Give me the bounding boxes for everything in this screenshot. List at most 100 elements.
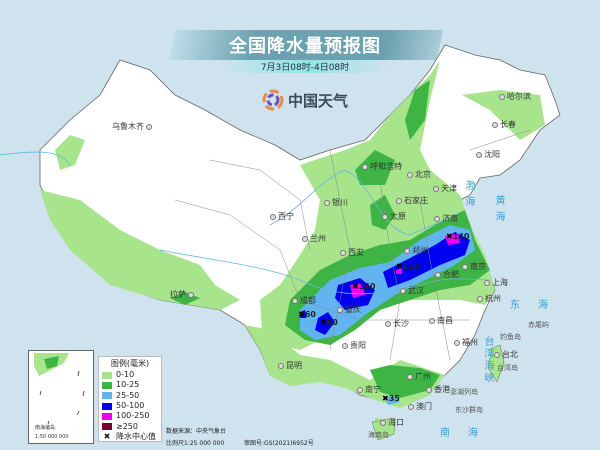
island-label: 澎湖列岛: [450, 388, 478, 396]
legend-row: ≥250: [102, 421, 158, 431]
city-label: 北京: [405, 170, 431, 180]
city-name: 台北: [502, 350, 518, 359]
city-dot-icon: [396, 197, 402, 204]
city-label: 西安: [338, 248, 364, 258]
rain-center-x-icon: ✖: [396, 262, 403, 271]
legend-label: 25-50: [116, 390, 140, 400]
legend-label: 10-25: [116, 380, 140, 390]
rain-center-marker: ✖35: [382, 394, 400, 404]
island-label: 台湾岛: [497, 364, 518, 372]
city-name: 海口: [388, 418, 404, 427]
legend-center-label: 降水中心值: [116, 431, 156, 441]
city-name: 乌鲁木齐: [112, 122, 144, 131]
island-label: 东沙群岛: [455, 406, 483, 414]
city-label: 南宁: [355, 385, 381, 395]
city-dot-icon: [278, 362, 284, 369]
city-dot-icon: [270, 213, 276, 220]
city-label: 澳门: [406, 402, 432, 412]
city-name: 兰州: [310, 234, 326, 243]
legend-row: 0-10: [102, 370, 158, 380]
rain-center-x-icon: ✖: [446, 232, 453, 241]
city-name: 武汉: [408, 286, 424, 295]
city-dot-icon: [382, 213, 388, 220]
city-name: 呼和浩特: [370, 162, 402, 171]
city-name: 济南: [442, 214, 458, 223]
city-dot-icon: [302, 235, 308, 242]
sea-label: 台湾海峡: [482, 336, 493, 384]
rain-center-marker: ✖60: [298, 310, 316, 320]
city-name: 太原: [390, 212, 406, 221]
rain-center-value: 140: [452, 232, 470, 241]
city-name: 香港: [434, 385, 450, 394]
city-label: 长春: [490, 120, 516, 130]
city-name: 南昌: [437, 316, 453, 325]
legend-swatch: [102, 371, 112, 379]
city-label: 太原: [380, 212, 406, 222]
city-dot-icon: [385, 320, 391, 327]
city-label: 乌鲁木齐: [112, 122, 154, 132]
city-dot-icon: [434, 215, 440, 222]
legend-row-center: ✖ 降水中心值: [102, 432, 158, 442]
city-label: 武汉: [398, 286, 424, 296]
city-dot-icon: [408, 403, 414, 410]
city-name: 郑州: [412, 246, 428, 255]
city-name: 长沙: [393, 319, 409, 328]
city-name: 昆明: [286, 361, 302, 370]
city-dot-icon: [400, 287, 406, 294]
city-dot-icon: [340, 249, 346, 256]
sea-label: 渤海: [463, 180, 474, 212]
legend-swatch: [102, 423, 112, 431]
island-label: 赤尾屿: [528, 321, 549, 329]
legend-label: 0-10: [116, 370, 135, 380]
city-label: 兰州: [300, 234, 326, 244]
island-label: 海南岛: [368, 431, 389, 439]
city-label: 成都: [290, 296, 316, 306]
legend-label: 100-250: [116, 411, 150, 421]
city-dot-icon: [429, 317, 435, 324]
city-name: 合肥: [443, 270, 459, 279]
legend-label: 50-100: [116, 401, 145, 411]
city-name: 上海: [492, 278, 508, 287]
city-label: 重庆: [335, 305, 361, 315]
city-dot-icon: [342, 342, 348, 349]
city-label: 南昌: [427, 316, 453, 326]
city-dot-icon: [433, 185, 439, 192]
island-label: 钓鱼岛: [500, 333, 521, 341]
legend-swatch: [102, 412, 112, 420]
inset-label: 南海诸岛: [35, 425, 56, 431]
rain-center-value: 110: [402, 262, 420, 271]
city-dot-icon: [407, 171, 413, 178]
city-name: 天津: [441, 184, 457, 193]
city-label: 福州: [452, 338, 478, 348]
legend-swatch: [102, 381, 112, 389]
rivers: [0, 151, 491, 295]
city-label: 济南: [432, 214, 458, 224]
city-dot-icon: [462, 263, 468, 270]
city-name: 长春: [500, 120, 516, 129]
city-dot-icon: [292, 297, 298, 304]
city-label: 石家庄: [394, 196, 428, 206]
city-name: 成都: [300, 296, 316, 305]
legend-title: 图例(毫米): [110, 359, 150, 368]
map-scale: 比例尺1:25 000 000: [166, 440, 225, 447]
brand-logo: 中国天气: [262, 89, 348, 111]
legend-swatch: [102, 392, 112, 400]
city-dot-icon: [454, 339, 460, 346]
legend-row: 100-250: [102, 411, 158, 421]
brand-swirl-icon: [262, 89, 284, 111]
rain-center-marker: ✖160: [352, 282, 375, 292]
city-dot-icon: [188, 291, 194, 298]
city-name: 西宁: [278, 212, 294, 221]
city-name: 拉萨: [170, 290, 186, 299]
sea-label: 东海: [510, 300, 566, 311]
city-label: 昆明: [276, 361, 302, 371]
legend-row: 50-100: [102, 401, 158, 411]
city-dot-icon: [499, 93, 505, 100]
legend: 图例(毫米) 0-10 10-25 25-50 50-100 100-250 ≥250 ✖…: [98, 356, 162, 442]
city-name: 重庆: [345, 305, 361, 314]
rain-center-x-icon: ✖: [352, 282, 359, 291]
city-name: 福州: [462, 338, 478, 347]
city-dot-icon: [494, 351, 500, 358]
city-dot-icon: [404, 247, 410, 254]
city-label: 西宁: [268, 212, 294, 222]
